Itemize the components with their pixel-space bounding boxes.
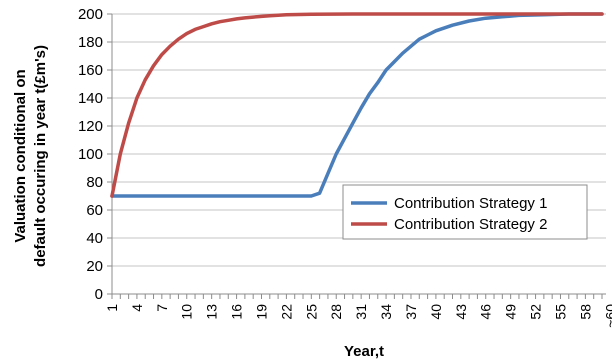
y-tick-label: 100: [78, 146, 103, 163]
x-tick-label: 46: [478, 304, 494, 320]
x-tick-label: 1: [104, 304, 120, 312]
y-tick-label: 140: [78, 90, 103, 107]
x-tick-label: 43: [453, 304, 469, 320]
x-tick-label: 13: [204, 304, 220, 320]
x-tick-label: 55: [552, 304, 568, 320]
x-tick-label: 31: [353, 304, 369, 320]
y-tick-label: 20: [86, 258, 103, 275]
series-line-2: [110, 12, 604, 198]
y-tick-label: 60: [86, 202, 103, 219]
legend-label-series-1: Contribution Strategy 1: [394, 195, 547, 212]
series-lines: [110, 12, 604, 198]
x-tick-label: 25: [303, 304, 319, 320]
legend-box: [342, 184, 588, 240]
x-tick-label: 19: [253, 304, 269, 320]
y-axis-ticks: 0 20 40 60 80 100 120 140 160 180 200: [78, 6, 112, 303]
legend: Contribution Strategy 1 Contribution Str…: [342, 184, 588, 240]
x-axis-ticks: 1 4 7 10 13 16 19 22 25 28 31 34 37 40 43 46 49 52 55 58 ~60: [104, 294, 612, 328]
y-tick-label: 80: [86, 174, 103, 191]
y-tick-label: 160: [78, 62, 103, 79]
x-tick-label: 49: [503, 304, 519, 320]
x-tick-label: 28: [328, 304, 344, 320]
x-tick-label: 16: [229, 304, 245, 320]
x-tick-label: 4: [129, 304, 145, 312]
x-axis-title: Year,t: [344, 343, 384, 360]
x-tick-label: ~60: [602, 304, 612, 328]
legend-label-series-2: Contribution Strategy 2: [394, 216, 547, 233]
y-tick-label: 180: [78, 34, 103, 51]
x-tick-label: 10: [179, 304, 195, 320]
x-tick-label: 34: [378, 304, 394, 320]
x-tick-label: 52: [528, 304, 544, 320]
x-tick-label: 7: [154, 304, 170, 312]
y-tick-label: 0: [95, 286, 103, 303]
x-tick-label: 37: [403, 304, 419, 320]
y-tick-label: 120: [78, 118, 103, 135]
y-tick-label: 40: [86, 230, 103, 247]
x-tick-label: 40: [428, 304, 444, 320]
series-line-1: [110, 12, 604, 198]
y-tick-label: 200: [78, 6, 103, 23]
y-axis-title-line-2: default occuring in year t(£m's): [32, 45, 49, 267]
y-axis-title-line-1: Valuation conditional on: [12, 69, 29, 242]
x-tick-label: 22: [278, 304, 294, 320]
x-tick-label: 58: [577, 304, 593, 320]
